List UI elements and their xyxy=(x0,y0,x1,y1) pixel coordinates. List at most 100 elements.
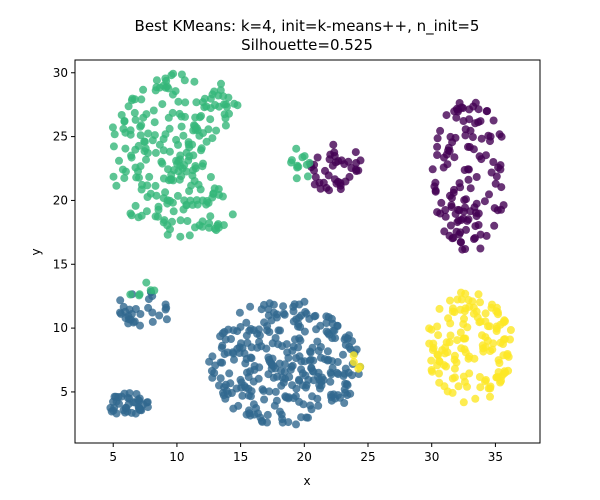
data-point-c1 xyxy=(265,355,274,364)
data-point-c2 xyxy=(148,136,157,145)
data-point-c2 xyxy=(199,159,207,168)
data-point-c3 xyxy=(449,304,457,313)
data-point-c1 xyxy=(314,401,323,410)
data-point-c0 xyxy=(334,177,343,186)
data-point-c0 xyxy=(487,168,496,177)
data-point-c2 xyxy=(167,71,176,80)
data-point-c2 xyxy=(109,142,118,151)
data-point-c1 xyxy=(255,331,264,340)
data-point-c2 xyxy=(109,172,118,181)
data-point-c3 xyxy=(450,373,459,382)
data-point-c0 xyxy=(451,133,460,142)
plot-frame xyxy=(74,59,541,444)
data-point-c0 xyxy=(480,197,489,206)
data-point-c0 xyxy=(345,172,354,181)
data-point-c1 xyxy=(225,369,234,378)
data-point-c2 xyxy=(191,162,200,170)
data-point-c3 xyxy=(349,358,358,367)
data-point-c2 xyxy=(220,100,229,109)
data-point-c0 xyxy=(499,201,508,210)
data-point-c1 xyxy=(264,305,273,314)
data-point-c2 xyxy=(134,167,142,176)
data-point-c2 xyxy=(206,94,215,103)
data-point-c2 xyxy=(177,122,186,131)
data-point-c2 xyxy=(298,153,307,162)
data-point-c3 xyxy=(494,356,503,365)
data-point-c0 xyxy=(472,173,481,181)
data-point-c2 xyxy=(134,213,143,222)
data-point-c2 xyxy=(161,188,170,197)
data-point-c0 xyxy=(446,221,455,230)
data-point-c3 xyxy=(446,331,455,340)
data-point-c1 xyxy=(211,361,220,370)
data-point-c2 xyxy=(183,217,192,225)
data-point-c0 xyxy=(461,245,470,253)
data-point-c2 xyxy=(187,181,196,190)
data-point-c2 xyxy=(206,212,215,221)
data-point-c3 xyxy=(349,351,358,360)
data-point-c1 xyxy=(289,342,298,351)
data-point-c1 xyxy=(218,341,227,350)
data-point-c1 xyxy=(264,311,273,320)
data-point-c0 xyxy=(472,199,481,208)
data-point-c2 xyxy=(206,104,215,113)
data-point-c2 xyxy=(143,181,152,190)
data-point-c0 xyxy=(329,140,338,149)
data-point-c3 xyxy=(425,324,434,333)
data-point-c1 xyxy=(288,381,297,390)
data-point-c1 xyxy=(125,394,134,403)
data-point-c0 xyxy=(456,228,465,237)
data-point-c2 xyxy=(118,165,127,174)
data-point-c2 xyxy=(198,98,207,107)
data-point-c1 xyxy=(265,387,274,396)
data-point-c2 xyxy=(154,202,163,211)
data-point-c1 xyxy=(271,334,280,342)
data-point-c0 xyxy=(325,186,333,195)
data-point-c0 xyxy=(457,238,465,247)
data-point-c3 xyxy=(450,355,459,364)
data-point-c3 xyxy=(485,322,494,331)
data-point-c3 xyxy=(488,300,496,309)
data-point-c0 xyxy=(493,206,502,215)
data-point-c1 xyxy=(277,381,286,390)
data-point-c2 xyxy=(151,148,160,157)
data-point-c1 xyxy=(294,322,302,331)
data-point-c2 xyxy=(209,189,218,198)
data-point-c0 xyxy=(447,203,456,211)
data-point-c1 xyxy=(281,360,289,369)
data-point-c0 xyxy=(466,126,475,135)
data-point-c2 xyxy=(143,193,152,201)
x-tick-label: 25 xyxy=(360,450,375,464)
data-point-c0 xyxy=(465,105,474,114)
data-point-c0 xyxy=(324,171,333,180)
data-point-c2 xyxy=(217,79,225,88)
data-point-c2 xyxy=(155,140,164,149)
data-point-c0 xyxy=(310,166,318,175)
data-point-c1 xyxy=(253,343,262,352)
data-point-c1 xyxy=(235,349,244,357)
data-point-c1 xyxy=(297,357,306,366)
data-point-c1 xyxy=(269,300,278,309)
data-point-c2 xyxy=(174,140,182,149)
data-point-c1 xyxy=(226,379,235,388)
data-point-c3 xyxy=(454,382,463,391)
data-point-c1 xyxy=(327,370,336,379)
data-point-c2 xyxy=(196,185,205,194)
data-point-c1 xyxy=(216,374,225,383)
data-point-c0 xyxy=(311,173,320,182)
data-point-c1 xyxy=(292,420,300,429)
data-point-c2 xyxy=(117,111,126,119)
chart-title: Best KMeans: k=4, init=k-means++, n_init… xyxy=(135,17,480,36)
data-point-c0 xyxy=(433,142,442,151)
data-point-c2 xyxy=(180,161,189,170)
data-point-c1 xyxy=(322,327,331,336)
data-point-c1 xyxy=(306,347,314,356)
data-point-c1 xyxy=(265,328,274,336)
data-point-c2 xyxy=(173,191,182,200)
data-point-c1 xyxy=(249,400,258,409)
data-point-c0 xyxy=(319,178,328,187)
x-axis: 5 10 15 20 25 30 35 xyxy=(109,443,503,464)
data-point-c3 xyxy=(503,351,512,360)
data-point-c0 xyxy=(482,231,491,240)
